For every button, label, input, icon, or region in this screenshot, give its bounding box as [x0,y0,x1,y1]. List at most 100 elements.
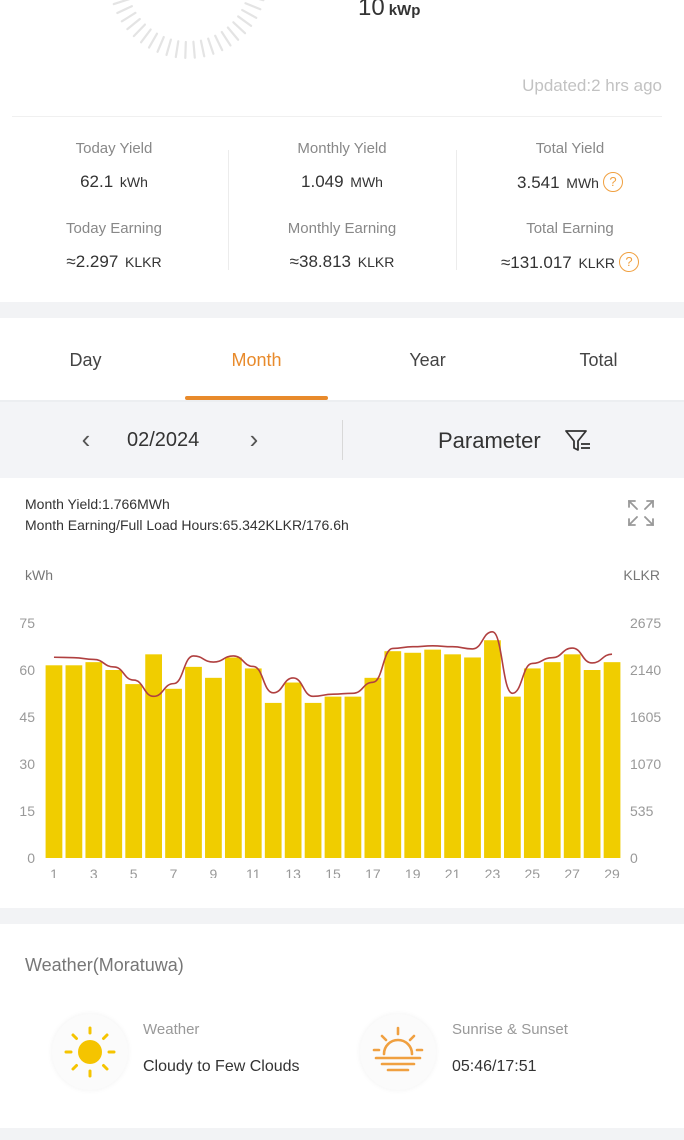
x-axis-tick: 23 [485,866,501,878]
total-earning-number: ≈131.017 [500,253,572,272]
chart-bar [603,662,621,858]
divider [0,400,684,402]
chart-bar [284,682,302,858]
x-axis-tick: 7 [170,866,178,878]
x-axis-tick: 11 [246,866,261,878]
today-earning-number: ≈2.297 [66,252,119,271]
chart-bar [165,688,182,858]
chart-bar [344,696,362,858]
prev-month-button[interactable]: ‹ [81,424,91,454]
y-axis-tick-right: 1605 [630,709,661,725]
chart-bar [484,640,501,858]
y-axis-tick-right: 535 [630,803,654,819]
monthly-earning-label: Monthly Earning [287,220,397,237]
today-yield-number: 62.1 [80,172,114,191]
chart-bar [85,662,103,858]
tab-year[interactable]: Year [409,350,446,370]
y-axis-tick-right: 1070 [630,756,661,772]
chart-bar [45,665,63,858]
y-axis-tick-left: 15 [19,803,35,819]
weather-label: Weather [143,1021,200,1038]
sunrise-icon [372,1026,424,1072]
chart-bar [563,654,581,858]
chart-bar [185,666,202,858]
y-axis-tick-left: 45 [19,709,35,725]
monthly-chart-card: Month Yield:1.766MWh Month Earning/Full … [0,478,684,894]
stat-column-today: Today Yield 62.1 kWh Today Earning ≈2.29… [0,140,228,280]
today-yield-value: 62.1 kWh [0,172,228,200]
monthly-yield-unit: MWh [350,174,383,190]
today-yield-unit: kWh [119,174,148,190]
x-axis-tick: 25 [525,866,541,878]
help-icon[interactable]: ? [602,172,623,192]
selected-date[interactable]: 02/2024 [127,429,200,451]
monthly-yield-value: 1.049 MWh [228,172,456,200]
x-axis-tick: 13 [285,866,301,878]
x-axis-tick: 3 [90,866,98,878]
today-earning-label: Today Earning [66,220,162,237]
chart-bar [105,670,123,858]
x-axis-tick: 1 [50,866,58,878]
chart-bar [504,696,521,858]
tab-total[interactable]: Total [579,350,618,370]
earning-line [53,630,613,698]
chart-bar [324,696,342,858]
y-axis-tick-left: 60 [19,662,35,678]
parameter-button[interactable]: Parameter [438,428,541,453]
divider [456,150,457,270]
today-earning-value: ≈2.297 KLKR [0,252,228,280]
x-axis-tick: 17 [365,866,381,878]
filter-icon[interactable] [564,428,592,454]
chart-summary: Month Yield:1.766MWh Month Earning/Full … [25,494,349,536]
chart-bar [145,654,162,858]
monthly-yield-label: Monthly Yield [297,140,387,157]
chart-bar [404,652,422,858]
period-tabs: Day Month Year Total [0,318,684,400]
next-month-button[interactable]: › [249,424,259,454]
chart-bar [543,662,561,858]
x-axis-tick: 9 [210,866,218,878]
help-icon[interactable]: ? [619,252,640,272]
plant-header: 10 kWp Updated:2 hrs ago [0,0,684,110]
capacity-unit: kWp [388,2,421,19]
chart-bar [264,702,282,858]
left-axis-unit: kWh [25,567,53,583]
total-earning-value: ≈131.017 KLKR? [456,252,684,280]
total-yield-number: 3.541 [517,173,560,192]
month-earning-text: Month Earning/Full Load Hours:65.342KLKR… [25,517,349,533]
total-earning-label: Total Earning [526,220,614,237]
monthly-earning-unit: KLKR [357,254,395,270]
chart-bar [523,668,541,858]
installed-capacity: 10 kWp [358,0,420,22]
tab-month[interactable]: Month [171,318,342,400]
chart-bar [583,670,601,858]
stat-column-monthly: Monthly Yield 1.049 MWh Monthly Earning … [228,140,456,280]
month-yield-text: Month Yield:1.766MWh [25,496,170,512]
chart-bar [205,677,222,858]
monthly-earning-number: ≈38.813 [289,252,351,271]
section-gap [0,908,684,924]
today-earning-unit: KLKR [125,254,162,270]
chart-bar [125,684,143,858]
chart-bar [424,649,442,858]
sunrise-sunset-value: 05:46/17:51 [452,1058,537,1075]
sun-icon [64,1026,116,1078]
right-axis-unit: KLKR [623,567,660,583]
tab-day[interactable]: Day [69,350,102,370]
today-yield-label: Today Yield [75,140,153,157]
section-gap [0,1128,684,1140]
sunrise-icon-badge [360,1014,436,1090]
divider [228,150,229,270]
weather-value: Cloudy to Few Clouds [143,1058,300,1075]
x-axis-tick: 5 [130,866,138,878]
weather-title: Weather(Moratuwa) [25,955,184,975]
chart-bar [244,668,262,858]
updated-time: Updated:2 hrs ago [522,76,662,95]
divider [342,420,343,460]
y-axis-tick-right: 2675 [630,615,661,631]
stat-column-total: Total Yield 3.541 MWh? Total Earning ≈13… [456,140,684,280]
monthly-earning-value: ≈38.813 KLKR [228,252,456,280]
expand-icon[interactable] [626,498,656,528]
yield-stats: Today Yield 62.1 kWh Today Earning ≈2.29… [0,120,684,302]
